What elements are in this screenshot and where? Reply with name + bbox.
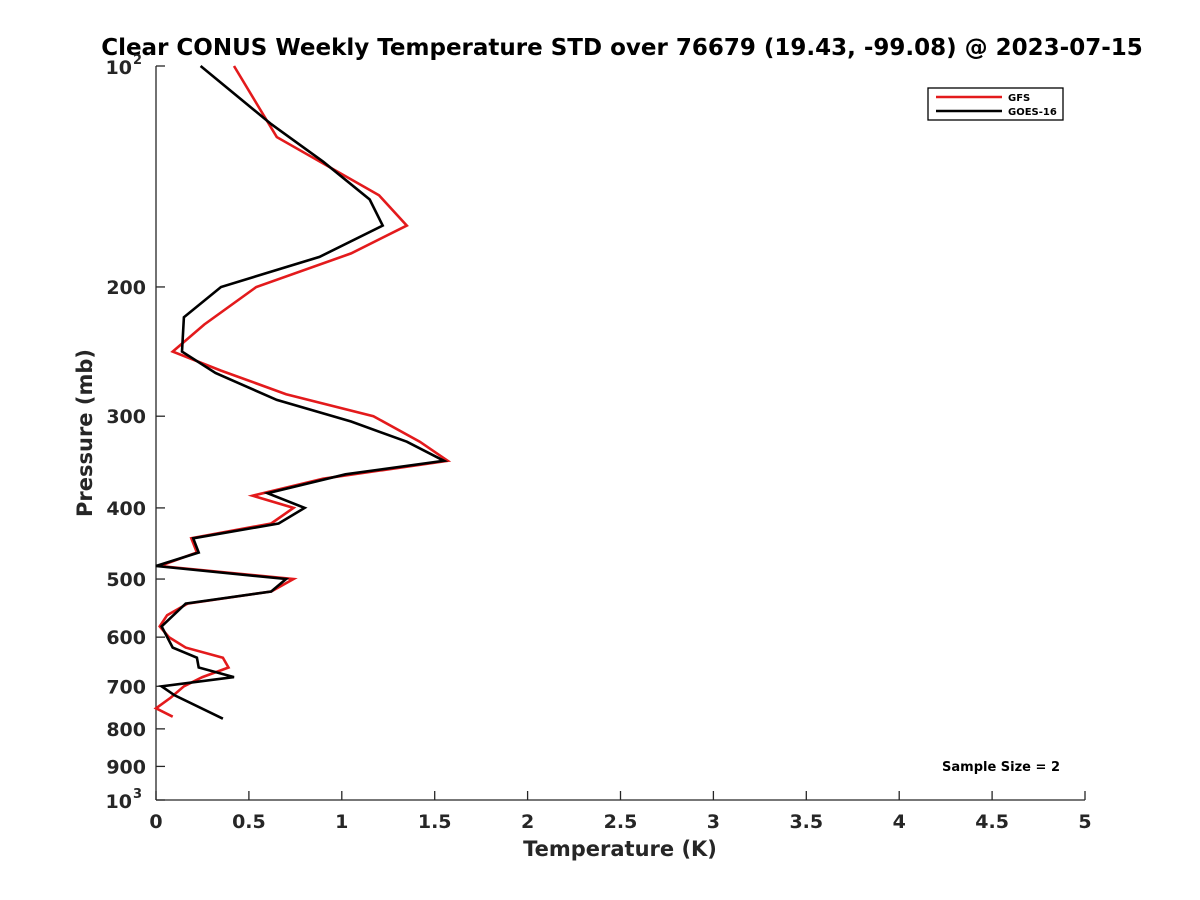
x-tick-label: 2.5 xyxy=(604,811,638,833)
x-tick-label: 1 xyxy=(335,811,348,833)
x-tick-label: 0 xyxy=(149,811,162,833)
legend-label-goes-16: GOES-16 xyxy=(1008,107,1057,118)
x-tick-label: 4 xyxy=(893,811,906,833)
y-tick-label: 10 xyxy=(106,57,132,79)
y-tick-label: 700 xyxy=(106,676,146,698)
x-tick-label: 3 xyxy=(707,811,720,833)
x-tick-label: 1.5 xyxy=(418,811,452,833)
x-tick-label: 4.5 xyxy=(975,811,1009,833)
x-tick-label: 0.5 xyxy=(232,811,266,833)
y-tick-label: 400 xyxy=(106,498,146,520)
x-axis-label: Temperature (K) xyxy=(523,837,717,861)
y-tick-label: 200 xyxy=(106,277,146,299)
series-layer xyxy=(153,64,452,720)
x-tick-label: 2 xyxy=(521,811,534,833)
legend-label-gfs: GFS xyxy=(1008,93,1030,104)
series-line-goes-16 xyxy=(155,64,449,720)
legend: GFS GOES-16 xyxy=(927,87,1064,121)
y-axis-label: Pressure (mb) xyxy=(73,349,97,517)
y-tick-label: 800 xyxy=(106,719,146,741)
x-tick-label: 3.5 xyxy=(789,811,823,833)
y-tick-exponent: 2 xyxy=(133,53,142,68)
y-tick-label: 10 xyxy=(106,791,132,813)
y-tick-exponent: 3 xyxy=(133,787,142,802)
y-tick-label: 600 xyxy=(106,627,146,649)
y-tick-label: 900 xyxy=(106,756,146,778)
plot-area: 0 0.5 1 1.5 2 2.5 3 3.5 4 4.5 5 10 2200300400500600… xyxy=(106,53,1092,833)
y-tick-label: 300 xyxy=(106,406,146,428)
x-axis-ticks: 0 0.5 1 1.5 2 2.5 3 3.5 4 4.5 5 xyxy=(149,791,1092,833)
sample-size-annotation: Sample Size = 2 xyxy=(942,760,1060,775)
chart-title: Clear CONUS Weekly Temperature STD over … xyxy=(101,35,1143,61)
y-tick-label: 500 xyxy=(106,569,146,591)
x-tick-label: 5 xyxy=(1078,811,1091,833)
legend-box xyxy=(927,87,1064,121)
series-line-gfs xyxy=(153,65,452,718)
